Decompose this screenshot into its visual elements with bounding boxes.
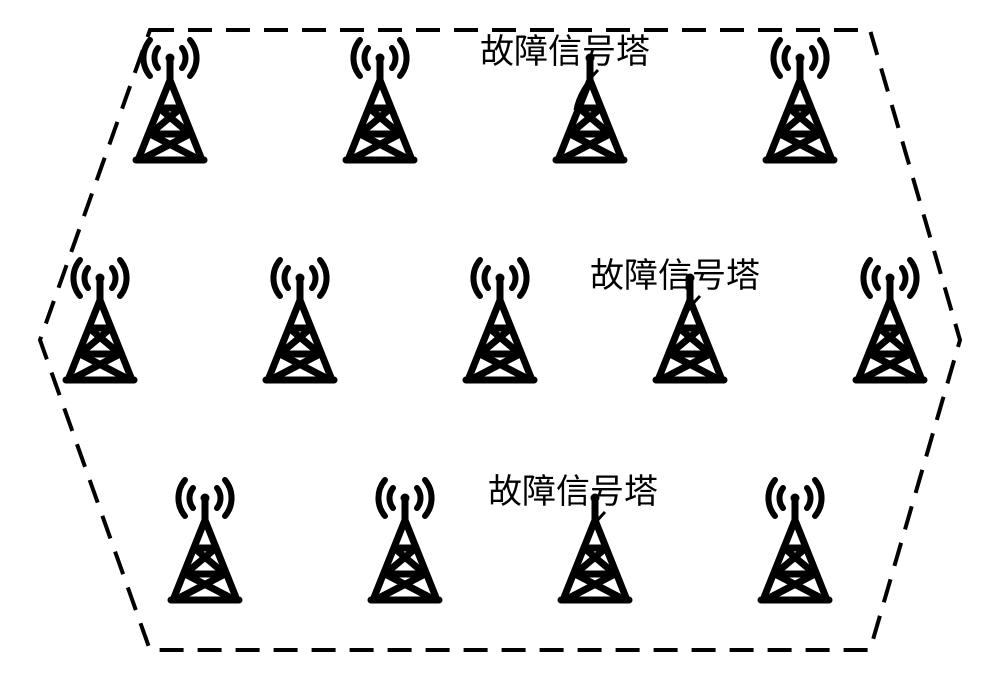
diagram-stage: 故障信号塔故障信号塔故障信号塔	[0, 0, 1000, 682]
tower-icon	[725, 468, 865, 608]
